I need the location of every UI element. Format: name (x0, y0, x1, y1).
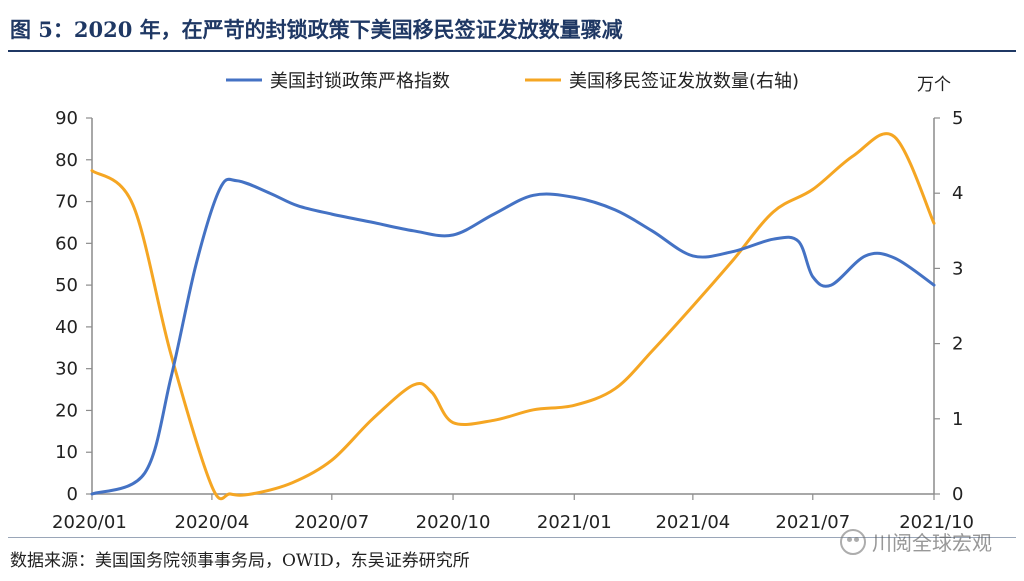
y2-unit-label: 万个 (917, 75, 951, 95)
y-tick-label: 80 (55, 150, 78, 171)
series-layer (90, 132, 936, 501)
title-rule (8, 50, 1016, 52)
y-tick-label: 60 (55, 233, 78, 254)
legend-label-lockdown-index: 美国封锁政策严格指数 (270, 71, 450, 92)
y2-tick-label: 2 (952, 334, 963, 355)
y-tick-label: 0 (67, 484, 78, 505)
x-tick-label: 2020/10 (416, 512, 491, 533)
x-tick-label: 2021/10 (899, 512, 974, 533)
x-tick-label: 2020/04 (175, 512, 250, 533)
y-tick-label: 40 (55, 317, 78, 338)
axes: 0 10 20 30 40 50 60 70 80 90 0 1 2 3 4 5 2020/01 2020/04 2… (52, 108, 974, 533)
x-tick-label: 2021/01 (537, 512, 612, 533)
series-line-lockdown-index (90, 177, 936, 496)
y2-tick-label: 3 (952, 258, 963, 279)
x-tick-label: 2021/07 (775, 512, 850, 533)
legend: 美国封锁政策严格指数 美国移民签证发放数量(右轴) (226, 71, 799, 92)
x-tick-label: 2020/01 (52, 512, 127, 533)
source-note: 数据来源：美国国务院领事事务局，OWID，东吴证券研究所 (10, 551, 470, 571)
series-line-visa-count (90, 132, 936, 501)
watermark-text: 川阅全球宏观 (872, 531, 992, 555)
y2-tick-label: 5 (952, 108, 963, 129)
x-tick-label: 2020/07 (294, 512, 369, 533)
y-tick-label: 50 (55, 275, 78, 296)
watermark: 川阅全球宏观 (840, 527, 992, 556)
y-tick-label: 10 (55, 442, 78, 463)
x-tick-label: 2021/04 (655, 512, 730, 533)
y-tick-label: 30 (55, 359, 78, 380)
y-tick-label: 90 (55, 108, 78, 129)
source-rule (8, 537, 1016, 538)
wechat-icon (840, 528, 866, 555)
y2-tick-label: 0 (952, 484, 963, 505)
y2-tick-label: 1 (952, 409, 963, 430)
y2-tick-label: 4 (952, 183, 963, 204)
y-tick-label: 70 (55, 192, 78, 213)
legend-label-visa-count: 美国移民签证发放数量(右轴) (569, 71, 799, 92)
figure-title: 图 5：2020 年，在严苛的封锁政策下美国移民签证发放数量骤减 (10, 17, 623, 42)
y-tick-label: 20 (55, 400, 78, 421)
